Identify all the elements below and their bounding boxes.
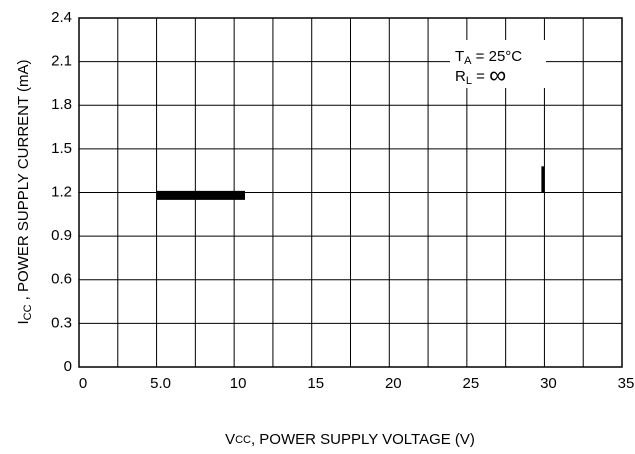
grid (78, 17, 623, 368)
axis-title-sub: CC (235, 434, 251, 446)
annotation: RL = ∞ (455, 62, 506, 89)
x-tick-label: 0 (79, 375, 87, 392)
axis-title-sub: CC (22, 304, 34, 320)
axis-title-text: I (15, 320, 32, 324)
x-axis-title: VCC, POWER SUPPLY VOLTAGE (V) (225, 431, 475, 448)
y-tick-label: 0.6 (51, 271, 72, 288)
y-tick-label: 0 (64, 358, 72, 375)
y-tick-label: 1.2 (51, 183, 72, 200)
y-tick-label: 1.8 (51, 96, 72, 113)
x-tick-label: 15 (307, 375, 324, 392)
axis-title-text: , POWER SUPPLY VOLTAGE (V) (251, 431, 475, 448)
y-tick-label: 0.3 (51, 314, 72, 331)
x-tick-label: 20 (385, 375, 402, 392)
x-tick-label: 5.0 (150, 375, 171, 392)
annotation: TA = 25°C (455, 48, 522, 67)
annotation-text: T (455, 48, 464, 65)
y-tick-label: 0.9 (51, 227, 72, 244)
x-tick-label: 35 (618, 375, 635, 392)
x-tick-label: 30 (540, 375, 557, 392)
x-tick-label: 10 (230, 375, 247, 392)
annotation-text: R (455, 68, 466, 85)
marks (156, 166, 545, 200)
x-tick-label: 25 (463, 375, 480, 392)
annotation-text: = (472, 68, 489, 85)
annotation-sub: A (464, 55, 472, 67)
annotation-box (450, 40, 546, 88)
y-axis-title: ICC , POWER SUPPLY CURRENT (mA) (15, 59, 34, 324)
axis-title-text: , POWER SUPPLY CURRENT (mA) (15, 59, 32, 304)
annotation-sub: L (466, 75, 472, 87)
y-tick-label: 1.5 (51, 140, 72, 157)
axis-title-text: V (225, 431, 235, 448)
y-tick-label: 2.1 (51, 53, 72, 70)
annotation-symbol: ∞ (489, 62, 506, 89)
annotation-text: = 25°C (472, 48, 523, 65)
y-tick-label: 2.4 (51, 9, 72, 26)
plot-frame (78, 17, 623, 368)
